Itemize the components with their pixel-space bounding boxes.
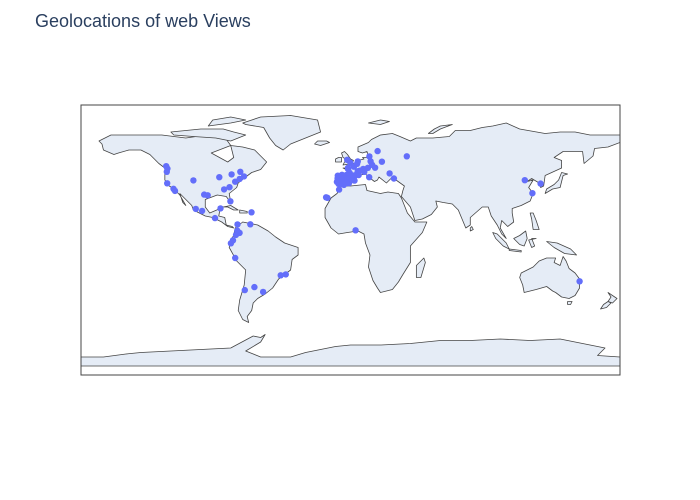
- location-marker[interactable]: [335, 180, 342, 187]
- iceland-landmass: [315, 141, 330, 146]
- south-america-landmass: [229, 222, 298, 323]
- location-marker[interactable]: [232, 231, 240, 239]
- location-marker[interactable]: [227, 198, 234, 205]
- java-landmass: [509, 249, 521, 252]
- location-marker[interactable]: [220, 186, 228, 193]
- location-marker[interactable]: [164, 180, 171, 187]
- hispaniola-landmass: [240, 210, 247, 213]
- location-marker[interactable]: [353, 160, 361, 167]
- location-marker[interactable]: [227, 240, 235, 247]
- cuba-landmass: [223, 206, 238, 211]
- chart-title: Geolocations of web Views: [35, 11, 251, 31]
- new-zealand-landmass: [608, 293, 617, 304]
- new-zealand-south-landmass: [601, 302, 611, 310]
- location-marker[interactable]: [163, 168, 170, 175]
- madagascar-landmass: [416, 258, 425, 278]
- new-guinea-landmass: [547, 242, 577, 256]
- location-marker[interactable]: [201, 191, 208, 198]
- arctic-islands-landmass: [171, 129, 246, 141]
- ellesmere-landmass: [208, 117, 245, 126]
- japan-landmass: [545, 173, 567, 194]
- location-marker[interactable]: [342, 179, 350, 187]
- location-marker[interactable]: [277, 272, 284, 279]
- ireland-landmass: [336, 158, 342, 163]
- location-marker[interactable]: [403, 153, 410, 160]
- location-marker[interactable]: [216, 174, 223, 181]
- location-marker[interactable]: [217, 205, 224, 212]
- location-marker[interactable]: [232, 178, 239, 185]
- antarctica-landmass: [81, 335, 620, 367]
- location-marker[interactable]: [521, 177, 528, 184]
- location-marker[interactable]: [390, 175, 398, 182]
- location-marker[interactable]: [338, 171, 346, 178]
- location-marker[interactable]: [386, 170, 393, 177]
- location-marker[interactable]: [374, 147, 381, 155]
- greenland-landmass: [243, 116, 321, 151]
- africa-landmass: [325, 185, 427, 293]
- location-marker[interactable]: [378, 158, 386, 165]
- location-marker[interactable]: [241, 286, 248, 294]
- location-marker[interactable]: [352, 227, 359, 234]
- location-marker[interactable]: [356, 167, 363, 174]
- philippines-landmass: [530, 213, 539, 230]
- location-marker[interactable]: [366, 153, 373, 160]
- location-marker[interactable]: [322, 194, 330, 201]
- location-marker[interactable]: [248, 209, 255, 216]
- location-marker[interactable]: [366, 174, 373, 181]
- sulawesi-landmass: [529, 239, 536, 248]
- location-marker[interactable]: [344, 156, 351, 163]
- sumatra-landmass: [493, 233, 509, 250]
- location-marker[interactable]: [211, 214, 219, 222]
- eurasia-landmass: [337, 123, 620, 239]
- location-marker[interactable]: [344, 164, 352, 171]
- location-marker[interactable]: [247, 221, 254, 228]
- location-marker[interactable]: [198, 207, 206, 215]
- svalbard-landmass: [368, 120, 389, 125]
- sri-lanka-landmass: [470, 227, 473, 232]
- location-marker[interactable]: [226, 184, 233, 191]
- location-marker[interactable]: [171, 187, 179, 195]
- location-marker[interactable]: [282, 271, 289, 278]
- location-marker[interactable]: [228, 171, 235, 178]
- tasmania-landmass: [568, 302, 572, 305]
- borneo-landmass: [514, 231, 527, 246]
- location-marker[interactable]: [576, 278, 583, 285]
- location-marker[interactable]: [237, 168, 244, 175]
- location-marker[interactable]: [259, 288, 267, 296]
- location-marker[interactable]: [190, 177, 197, 184]
- location-marker[interactable]: [232, 254, 239, 262]
- map-frame: [80, 104, 621, 376]
- location-marker[interactable]: [192, 205, 199, 213]
- location-marker[interactable]: [251, 283, 258, 291]
- location-marker[interactable]: [368, 161, 376, 168]
- novaya-zemlya-landmass: [428, 125, 452, 134]
- australia-landmass: [520, 257, 580, 299]
- location-marker[interactable]: [529, 190, 536, 197]
- location-marker[interactable]: [537, 180, 544, 187]
- location-marker[interactable]: [234, 221, 241, 228]
- location-marker[interactable]: [335, 186, 343, 193]
